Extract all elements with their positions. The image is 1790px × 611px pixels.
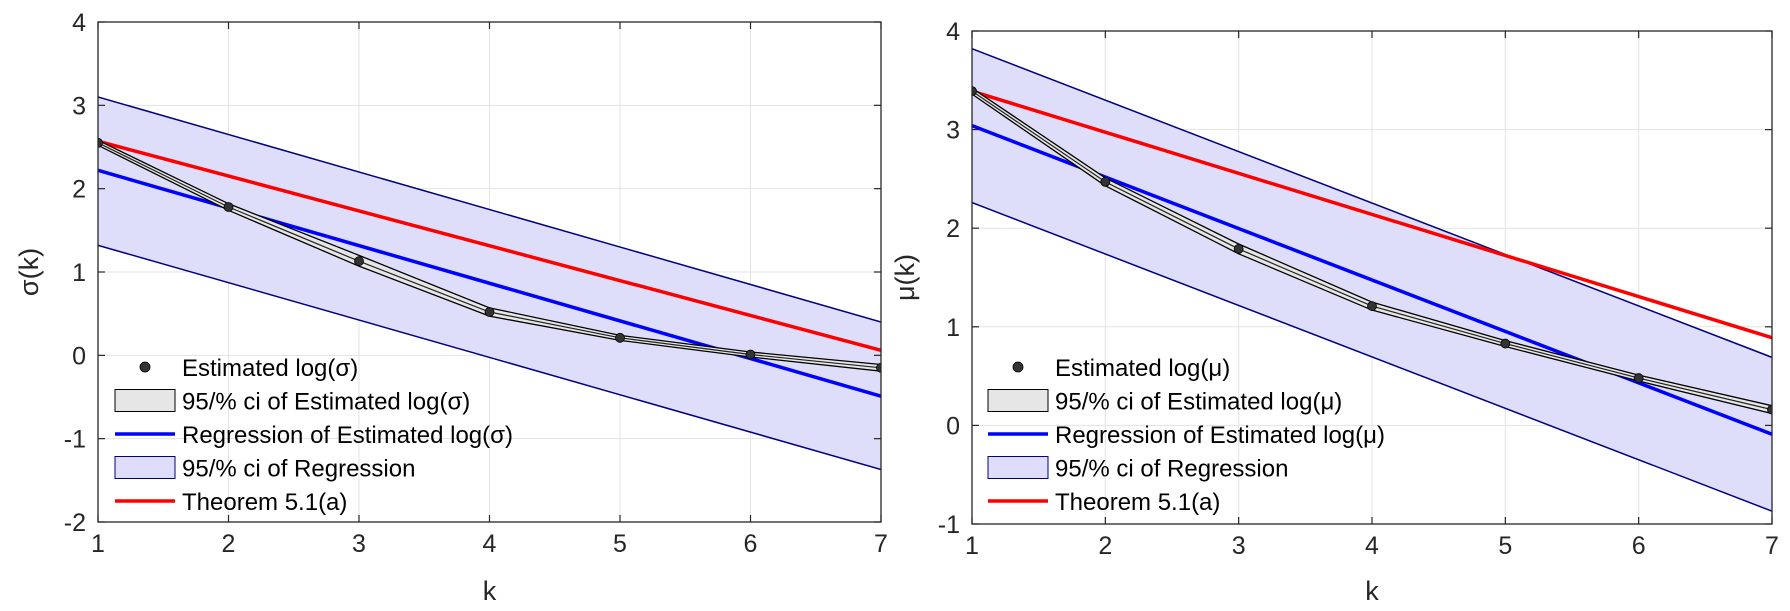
legend-label: Estimated log(σ) <box>182 355 358 382</box>
x-tick-label: 5 <box>613 530 627 558</box>
estimated-point <box>745 349 756 360</box>
estimated-point <box>972 86 977 97</box>
legend-entry-ci-est: 95/% ci of Estimated log(σ) <box>114 389 470 416</box>
plot-area <box>972 48 1772 512</box>
theorem-line <box>972 89 1772 340</box>
y-axis-label: σ(k) <box>14 248 44 296</box>
regression-ci-lower-line <box>972 201 1772 512</box>
estimated-point <box>1100 176 1111 187</box>
legend-entry-points: Estimated log(μ) <box>1012 355 1230 382</box>
estimated-point <box>223 202 234 212</box>
x-axis-label: k <box>483 576 497 606</box>
x-tick-label: 7 <box>1765 532 1779 560</box>
estimated-point <box>876 362 881 373</box>
y-tick-label: 2 <box>946 215 960 243</box>
legend-ci-reg-swatch <box>987 456 1049 479</box>
mu-chart: 1 2 3 4 5 6 7 -1 0 1 2 3 4 k μ(k) Estimated log(μ) 95/% … <box>890 18 1779 606</box>
legend-entry-ci-reg: 95/% ci of Regression <box>987 456 1288 483</box>
legend-label: Regression of Estimated log(μ) <box>1055 422 1385 449</box>
estimated-point <box>1633 373 1644 383</box>
legend-entry-theorem: Theorem 5.1(a) <box>988 489 1220 516</box>
x-axis-label: k <box>1365 576 1379 606</box>
x-tick-label: 6 <box>744 530 758 558</box>
estimated-point <box>615 332 625 343</box>
y-tick-label: 0 <box>946 412 960 440</box>
y-tick-label: 1 <box>946 314 960 342</box>
legend-label: 95/% ci of Regression <box>182 456 415 483</box>
x-tick-label: 6 <box>1632 532 1646 560</box>
estimated-ci-band <box>98 139 881 372</box>
legend-label: Theorem 5.1(a) <box>1055 489 1220 516</box>
legend-ci-reg-swatch <box>114 456 176 479</box>
legend-ci-est-swatch <box>114 389 176 412</box>
estimated-point <box>98 137 103 148</box>
estimated-ci-band <box>972 87 1772 415</box>
legend-label: 95/% ci of Estimated log(σ) <box>182 389 470 416</box>
x-tick-label: 7 <box>874 530 888 558</box>
x-tick-label: 4 <box>1365 532 1379 560</box>
legend-ci-est-swatch <box>987 389 1049 412</box>
estimated-point <box>1233 244 1244 254</box>
legend-label: 95/% ci of Regression <box>1055 456 1288 483</box>
x-tick-label: 5 <box>1498 532 1512 560</box>
legend-entry-ci-reg: 95/% ci of Regression <box>114 456 415 483</box>
legend-entry-regression: Regression of Estimated log(σ) <box>115 422 513 449</box>
legend-point-symbol <box>139 361 151 373</box>
x-tick-label: 4 <box>483 530 497 558</box>
y-tick-label: -1 <box>64 426 86 454</box>
legend-label: Theorem 5.1(a) <box>182 489 347 516</box>
sigma-chart: 1 2 3 4 5 6 7 -2 -1 0 1 2 3 4 k σ(k) Estimated log(σ) 95/… <box>14 9 888 606</box>
y-tick-label: 0 <box>72 342 86 370</box>
legend-entry-ci-est: 95/% ci of Estimated log(μ) <box>987 389 1342 416</box>
x-tick-label: 2 <box>1098 532 1112 560</box>
legend-label: Estimated log(μ) <box>1055 355 1230 382</box>
plot-area <box>98 96 881 471</box>
legend: Estimated log(μ) 95/% ci of Estimated log… <box>987 355 1385 516</box>
legend-label: 95/% ci of Estimated log(μ) <box>1055 389 1342 416</box>
x-tick-label: 2 <box>222 530 236 558</box>
y-axis-label: μ(k) <box>890 254 920 301</box>
legend: Estimated log(σ) 95/% ci of Estimated log… <box>114 355 513 516</box>
legend-entry-regression: Regression of Estimated log(μ) <box>988 422 1385 449</box>
estimated-point <box>484 307 495 317</box>
y-tick-label: 2 <box>72 176 86 204</box>
y-tick-label: 3 <box>946 117 960 145</box>
y-tick-label: 1 <box>72 259 86 287</box>
x-tick-label: 1 <box>965 532 979 560</box>
y-tick-label: 3 <box>72 92 86 120</box>
estimated-point <box>1367 301 1377 311</box>
x-tick-label: 3 <box>1232 532 1246 560</box>
y-tick-label: -2 <box>64 509 86 537</box>
regression-ci-upper-line <box>98 96 881 323</box>
y-tick-label: -1 <box>938 511 960 539</box>
legend-entry-theorem: Theorem 5.1(a) <box>115 489 347 516</box>
y-tick-label: 4 <box>72 9 86 37</box>
legend-label: Regression of Estimated log(σ) <box>182 422 513 449</box>
x-tick-label: 3 <box>352 530 366 558</box>
legend-point-symbol <box>1012 361 1024 373</box>
regression-ci-lower-line <box>98 244 881 471</box>
y-tick-label: 4 <box>946 18 960 46</box>
estimated-point <box>1500 338 1511 349</box>
x-tick-label: 1 <box>91 530 105 558</box>
legend-entry-points: Estimated log(σ) <box>139 355 358 382</box>
regression-ci-upper-line <box>972 48 1772 359</box>
estimated-point <box>354 256 364 267</box>
estimated-point <box>1767 404 1772 415</box>
theorem-line <box>98 139 881 353</box>
